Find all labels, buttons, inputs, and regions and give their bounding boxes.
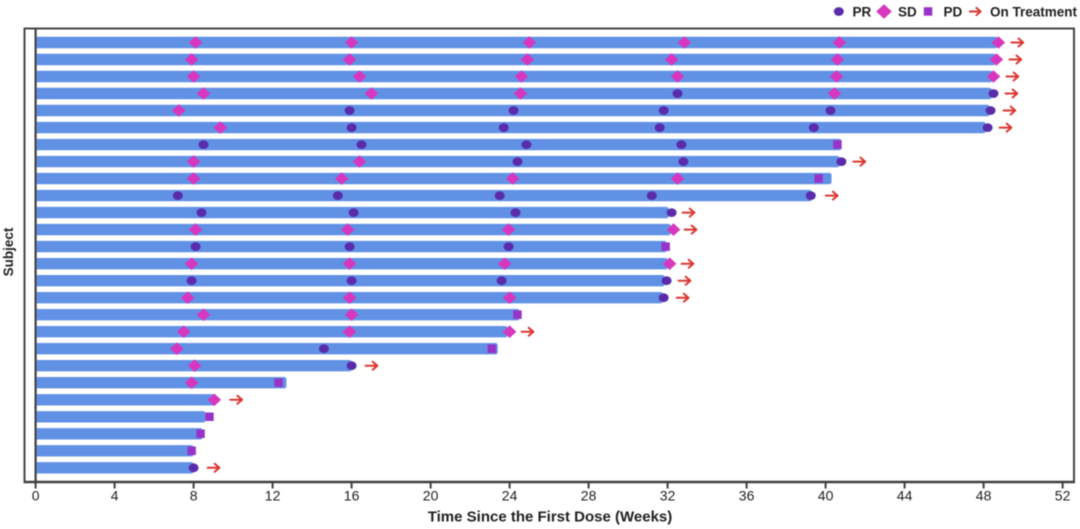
- svg-text:40: 40: [818, 488, 834, 504]
- svg-text:52: 52: [1055, 488, 1071, 504]
- svg-text:16: 16: [344, 488, 360, 504]
- svg-text:0: 0: [32, 488, 40, 504]
- svg-text:4: 4: [111, 488, 119, 504]
- svg-text:8: 8: [190, 488, 198, 504]
- svg-text:32: 32: [660, 488, 676, 504]
- svg-text:20: 20: [423, 488, 439, 504]
- svg-text:PR: PR: [853, 5, 872, 20]
- svg-text:36: 36: [739, 488, 755, 504]
- svg-text:28: 28: [581, 488, 597, 504]
- svg-text:44: 44: [897, 488, 913, 504]
- svg-text:24: 24: [502, 488, 518, 504]
- svg-text:Subject: Subject: [1, 227, 16, 276]
- svg-text:Time Since the First Dose (Wee: Time Since the First Dose (Weeks): [428, 509, 673, 526]
- svg-text:48: 48: [976, 488, 992, 504]
- svg-text:SD: SD: [898, 5, 917, 20]
- svg-text:On Treatment: On Treatment: [990, 5, 1078, 20]
- svg-text:PD: PD: [944, 5, 963, 20]
- svg-text:12: 12: [265, 488, 281, 504]
